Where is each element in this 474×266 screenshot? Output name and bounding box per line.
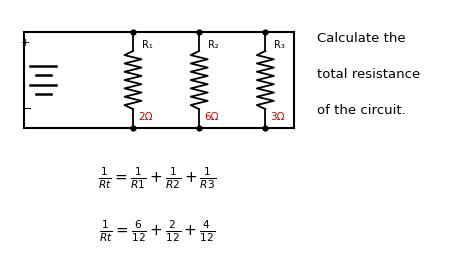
Text: R₂: R₂ <box>208 40 219 50</box>
Text: of the circuit.: of the circuit. <box>318 104 406 117</box>
Text: R₁: R₁ <box>142 40 152 50</box>
Text: $\frac{1}{Rt} = \frac{1}{R1} + \frac{1}{R2} + \frac{1}{R3}$: $\frac{1}{Rt} = \frac{1}{R1} + \frac{1}{… <box>98 165 216 191</box>
Text: +: + <box>20 38 30 48</box>
Text: −: − <box>21 103 32 116</box>
Text: $\frac{1}{Rt} = \frac{6}{12} + \frac{2}{12} + \frac{4}{12}$: $\frac{1}{Rt} = \frac{6}{12} + \frac{2}{… <box>99 218 215 244</box>
Text: total resistance: total resistance <box>318 68 420 81</box>
Text: 3Ω: 3Ω <box>270 112 284 122</box>
Text: R₃: R₃ <box>274 40 285 50</box>
Text: 2Ω: 2Ω <box>138 112 152 122</box>
Text: Calculate the: Calculate the <box>318 32 406 45</box>
Text: 6Ω: 6Ω <box>204 112 219 122</box>
